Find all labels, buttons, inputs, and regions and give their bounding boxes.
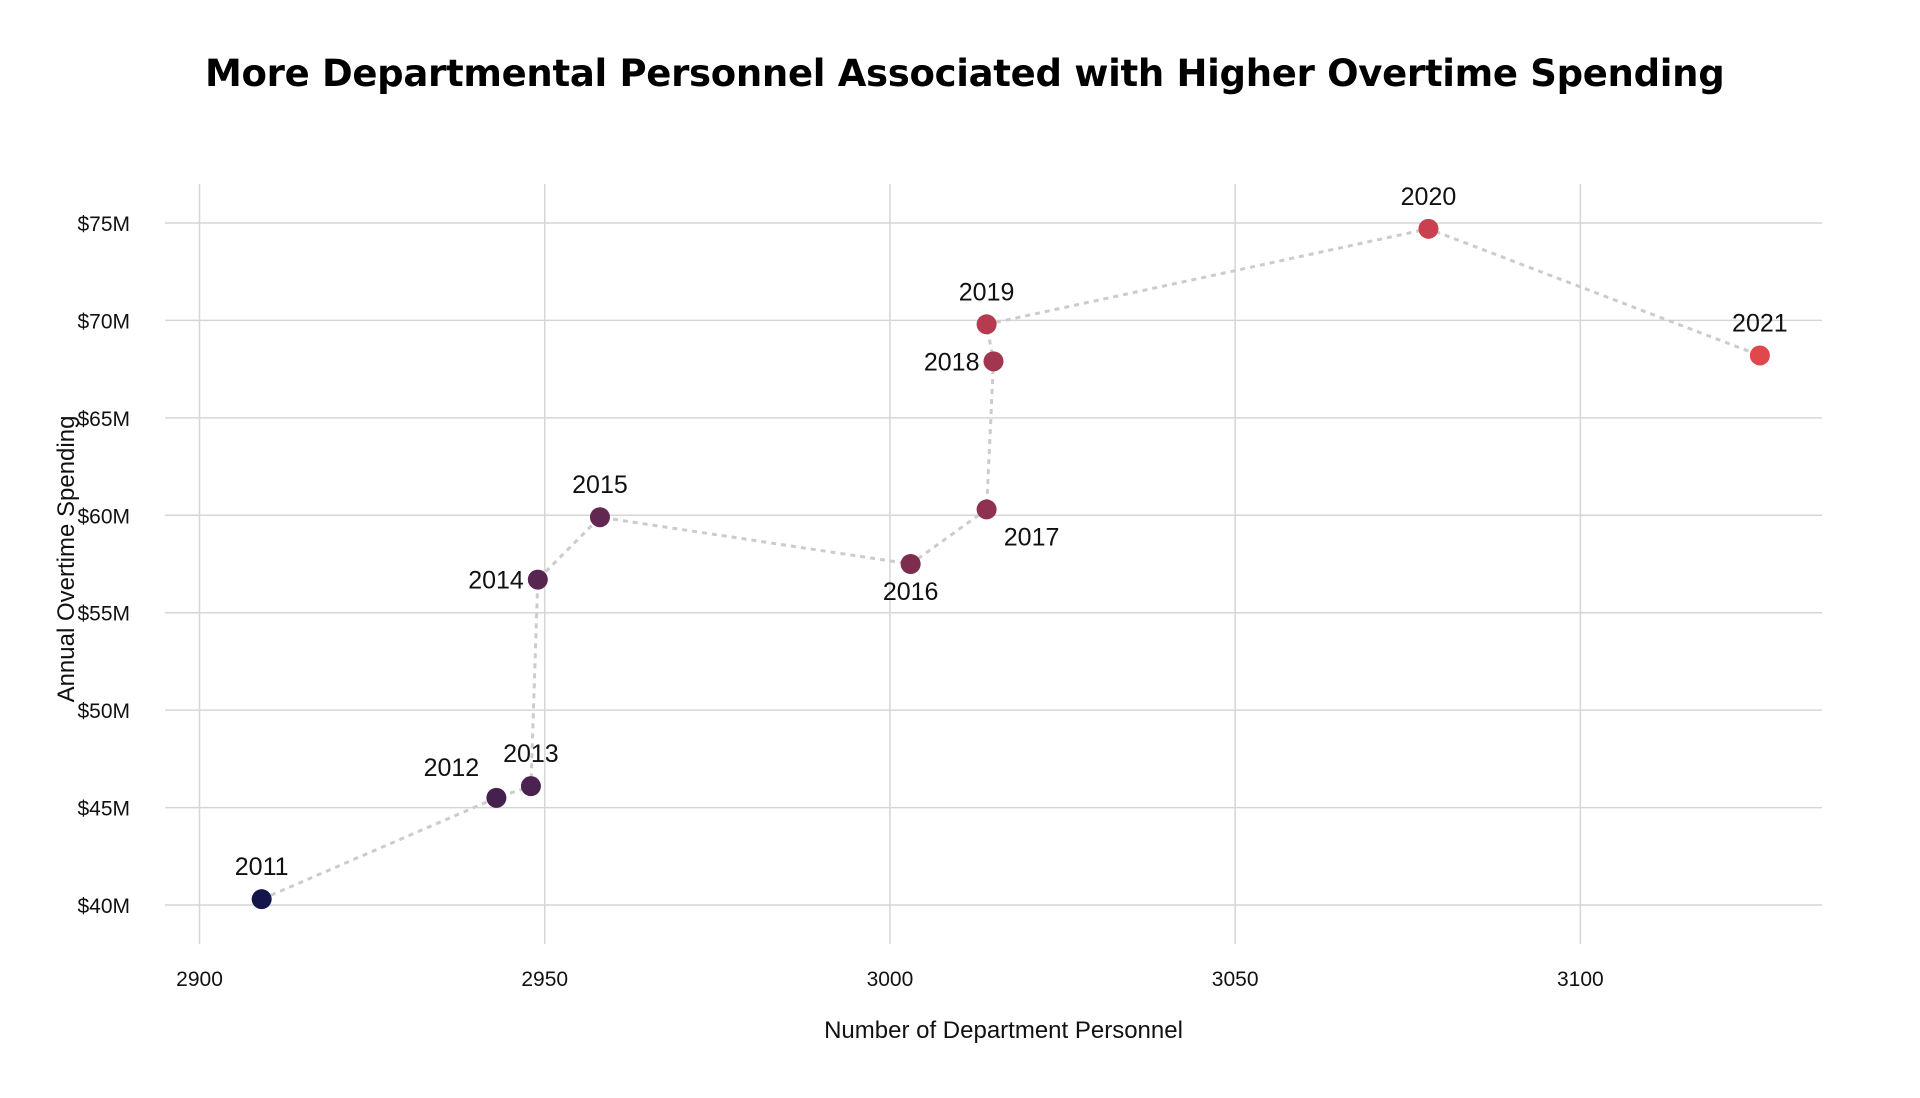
data-point-2017 bbox=[976, 499, 997, 520]
point-label-2016: 2016 bbox=[883, 578, 939, 606]
point-label-2014: 2014 bbox=[468, 567, 524, 595]
data-point-2011 bbox=[251, 889, 272, 910]
point-label-2013: 2013 bbox=[503, 740, 559, 768]
data-point-2020 bbox=[1418, 218, 1439, 239]
y-tick-label: $50M bbox=[77, 700, 130, 723]
y-tick-label: $65M bbox=[77, 408, 130, 431]
y-axis-title: Annual Overtime Spending bbox=[53, 416, 80, 703]
y-tick-label: $45M bbox=[77, 798, 130, 821]
point-label-2018: 2018 bbox=[924, 348, 980, 376]
y-tick-label: $55M bbox=[77, 603, 130, 626]
point-label-2021: 2021 bbox=[1732, 309, 1788, 337]
data-point-2021 bbox=[1749, 345, 1770, 366]
y-tick-label: $70M bbox=[77, 310, 130, 333]
point-label-2019: 2019 bbox=[959, 278, 1015, 306]
data-point-2018 bbox=[983, 351, 1004, 372]
x-tick-label: 3050 bbox=[1212, 968, 1259, 991]
data-points bbox=[251, 218, 1770, 910]
data-point-2019 bbox=[976, 314, 997, 335]
axis-ticks: 2900 2950 3000 3050 3100 $40M $45M $50M $55M $60M… bbox=[77, 213, 1603, 991]
data-point-2014 bbox=[527, 569, 548, 590]
point-label-2017: 2017 bbox=[1004, 523, 1060, 551]
point-label-2015: 2015 bbox=[572, 471, 628, 499]
point-label-2012: 2012 bbox=[424, 754, 480, 782]
data-point-2015 bbox=[589, 507, 610, 528]
x-tick-label: 2900 bbox=[176, 968, 223, 991]
x-tick-label: 2950 bbox=[521, 968, 568, 991]
y-tick-label: $40M bbox=[77, 895, 130, 918]
point-label-2011: 2011 bbox=[235, 853, 289, 881]
x-tick-label: 3100 bbox=[1557, 968, 1604, 991]
x-axis-title: Number of Department Personnel bbox=[824, 1017, 1183, 1044]
data-point-2016 bbox=[900, 554, 921, 574]
y-tick-label: $75M bbox=[77, 213, 130, 236]
chart-title: More Departmental Personnel Associated w… bbox=[205, 52, 1725, 95]
data-point-2013 bbox=[520, 776, 541, 797]
x-tick-label: 3000 bbox=[867, 968, 914, 991]
data-point-2012 bbox=[486, 787, 507, 808]
connector-line bbox=[261, 227, 1761, 901]
connector-path bbox=[261, 227, 1761, 901]
y-tick-label: $60M bbox=[77, 505, 130, 528]
point-labels: 2011 2012 2013 2014 2015 2016 2017 2018 2019 2020… bbox=[235, 183, 1788, 881]
point-label-2020: 2020 bbox=[1401, 183, 1457, 211]
